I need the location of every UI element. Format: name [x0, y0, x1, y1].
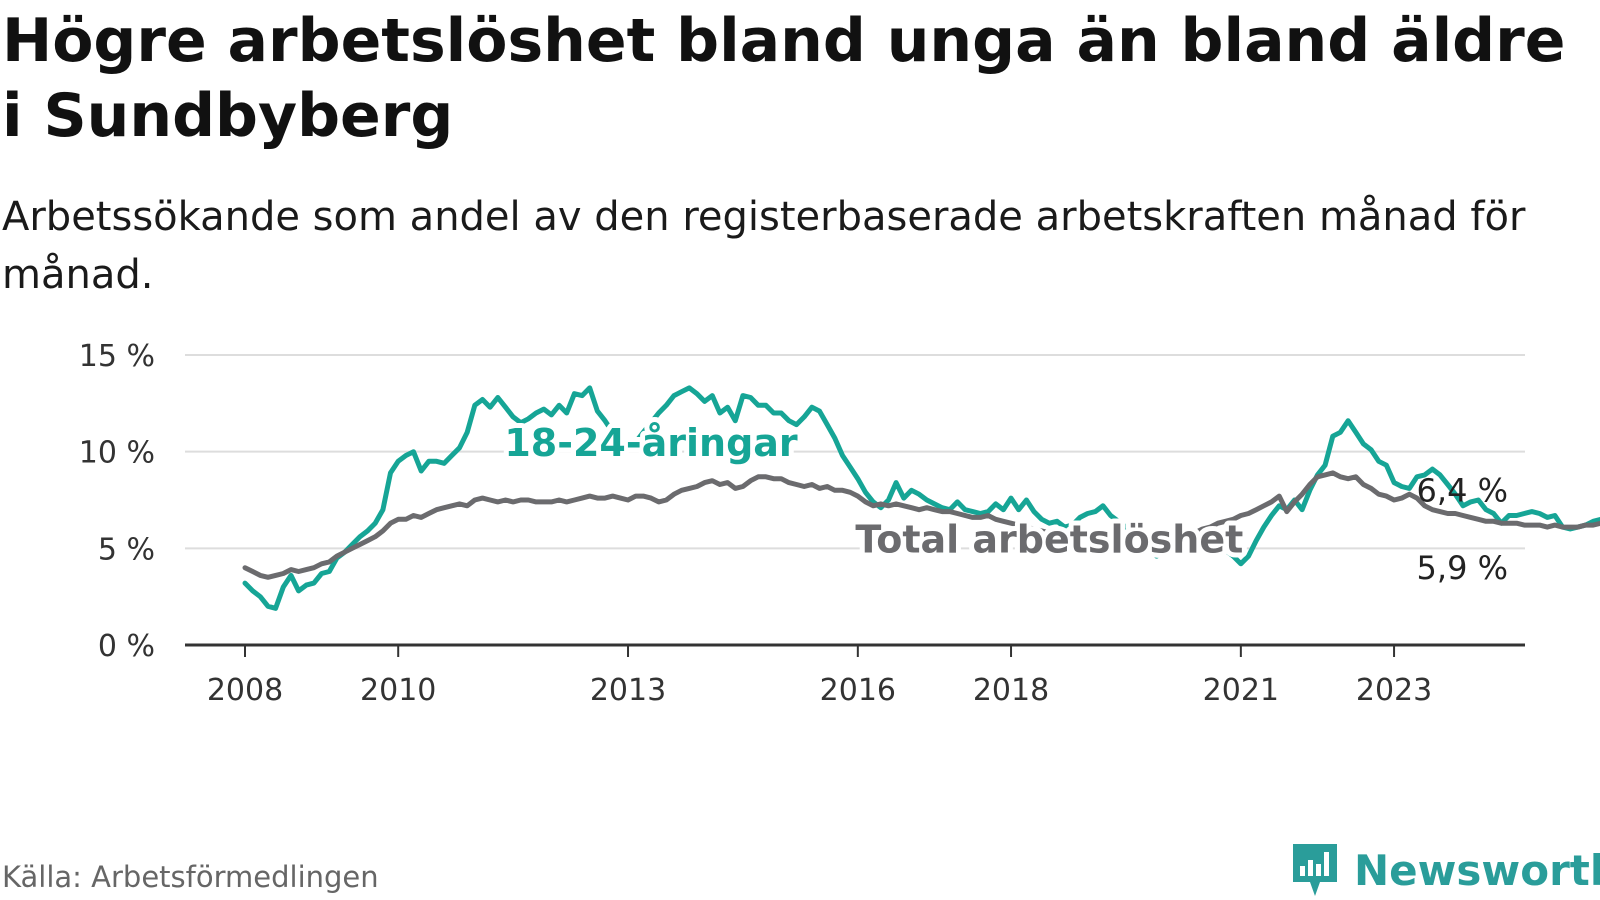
series-line-youth — [242, 385, 1600, 611]
x-tick-label: 2016 — [820, 673, 896, 708]
x-tick-label: 2023 — [1356, 673, 1432, 708]
y-tick-label: 15 % — [79, 339, 155, 374]
line-chart: 0 % 5 % 10 % 15 % 2008 2010 2013 2016 2018 2021 20… — [79, 339, 1600, 708]
x-tick-label: 2021 — [1203, 673, 1279, 708]
x-tick-label: 2013 — [590, 673, 666, 708]
brand-name: Newsworthy — [1354, 845, 1600, 895]
newsworthy-logo: Newsworthy — [1290, 842, 1600, 898]
series-line-total — [242, 470, 1600, 580]
y-tick-label: 0 % — [98, 629, 155, 664]
chart-title: Högre arbetslöshet bland unga än bland ä… — [2, 6, 1566, 151]
source-note: Källa: Arbetsförmedlingen — [2, 860, 379, 894]
series-label-youth: 18-24-åringar — [504, 421, 798, 465]
x-tick-label: 2010 — [360, 673, 436, 708]
x-tick-label: 2008 — [207, 673, 283, 708]
series-label-total: Total arbetslöshet — [855, 518, 1243, 562]
x-tick-label: 2018 — [973, 673, 1049, 708]
y-tick-label: 10 % — [79, 436, 155, 471]
endpoint-label-total: 6,4 % — [1417, 471, 1508, 509]
newsworthy-chart-icon — [1293, 844, 1337, 896]
endpoint-label-youth: 5,9 % — [1417, 549, 1508, 587]
chart-subtitle: Arbetssökande som andel av den registerb… — [2, 194, 1526, 298]
y-tick-label: 5 % — [98, 532, 155, 567]
